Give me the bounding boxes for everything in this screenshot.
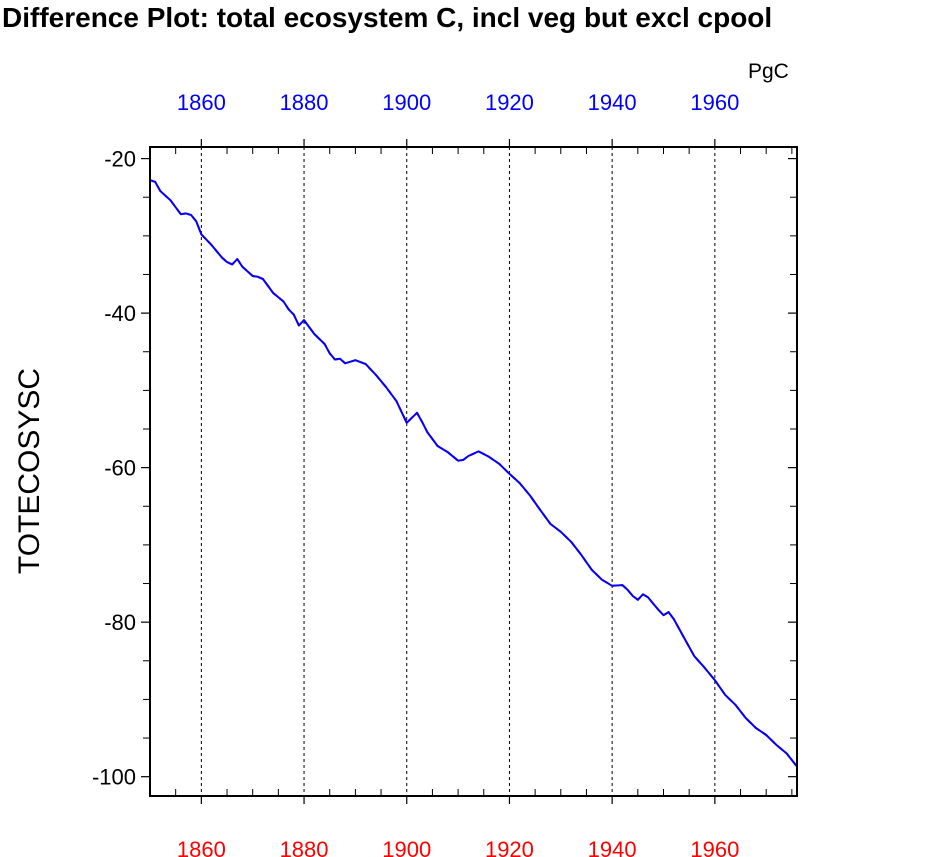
- x-tick-label-bottom: 1880: [280, 837, 329, 857]
- x-tick-label-bottom: 1960: [690, 837, 739, 857]
- series-line-2: [149, 179, 798, 768]
- plot-frame: [149, 146, 798, 797]
- chart-title: Difference Plot: total ecosystem C, incl…: [2, 2, 773, 33]
- y-tick-label: -40: [104, 301, 136, 326]
- series-line-1: [149, 179, 798, 768]
- x-tick-label-top: 1940: [588, 90, 637, 115]
- x-tick-label-top: 1860: [177, 90, 226, 115]
- x-tick-label-top: 1880: [280, 90, 329, 115]
- x-tick-label-bottom: 1900: [382, 837, 431, 857]
- x-tick-label-top: 1920: [485, 90, 534, 115]
- x-tick-label-bottom: 1940: [588, 837, 637, 857]
- y-tick-label: -100: [92, 765, 136, 790]
- x-tick-label-bottom: 1860: [177, 837, 226, 857]
- x-tick-label-top: 1960: [690, 90, 739, 115]
- y-tick-label: -80: [104, 610, 136, 635]
- y-tick-label: -60: [104, 456, 136, 481]
- units-label: PgC: [748, 60, 789, 83]
- y-tick-label: -20: [104, 147, 136, 172]
- x-tick-label-top: 1900: [382, 90, 431, 115]
- x-tick-label-bottom: 1920: [485, 837, 534, 857]
